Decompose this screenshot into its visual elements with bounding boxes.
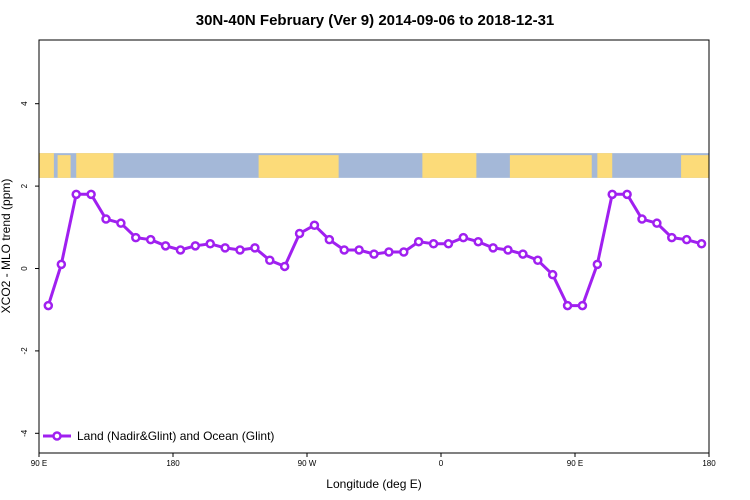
data-point	[592, 259, 603, 270]
data-point	[369, 249, 379, 259]
chart-title: 30N-40N February (Ver 9) 2014-09-06 to 2…	[196, 12, 555, 29]
data-point	[354, 245, 364, 255]
data-point	[265, 255, 275, 266]
x-tick-label: 180	[702, 459, 716, 468]
data-point	[309, 220, 320, 230]
data-point	[43, 300, 54, 311]
data-point	[652, 218, 662, 228]
data-point	[577, 300, 588, 311]
map-land	[258, 155, 339, 178]
data-point	[160, 241, 171, 251]
y-axis-label: XCO2 - MLO trend (ppm)	[0, 179, 13, 314]
x-tick-label: 90 E	[31, 459, 47, 468]
data-point	[681, 234, 692, 245]
data-point	[101, 214, 111, 224]
y-tick-label: -2	[20, 347, 29, 355]
data-point	[131, 232, 141, 243]
data-point	[622, 189, 632, 200]
plot-frame	[38, 39, 710, 454]
data-point	[384, 247, 394, 257]
data-point	[533, 255, 543, 266]
data-point	[56, 259, 67, 270]
y-tick-label: 0	[20, 266, 29, 271]
map-land	[76, 153, 114, 178]
data-point	[339, 245, 349, 255]
data-point	[190, 241, 201, 251]
data-point	[607, 189, 617, 200]
series-group	[43, 189, 707, 311]
x-tick-label: 180	[166, 459, 180, 468]
map-land	[57, 155, 71, 178]
data-point	[86, 189, 96, 200]
map-land	[422, 153, 477, 178]
data-point	[116, 218, 126, 228]
data-point	[294, 228, 305, 239]
data-point	[503, 245, 513, 255]
map-land	[681, 155, 709, 178]
x-axis: 90 E 180 90 W 0 90 E 180	[31, 453, 716, 468]
legend-label: Land (Nadir&Glint) and Ocean (Glint)	[77, 429, 274, 443]
data-point	[637, 214, 647, 224]
data-point	[428, 239, 439, 249]
x-tick-label: 0	[439, 459, 444, 468]
data-point	[399, 247, 409, 257]
map-strip	[39, 153, 709, 178]
data-point	[488, 243, 498, 253]
data-point	[547, 269, 558, 280]
x-axis-label: Longitude (deg E)	[326, 477, 421, 491]
data-point	[71, 189, 81, 200]
y-tick-label: -4	[20, 429, 29, 437]
y-axis: -4 -2 0 2 4	[20, 101, 39, 437]
map-land	[39, 153, 54, 178]
data-point	[667, 232, 677, 243]
data-point	[235, 245, 245, 255]
data-point	[279, 261, 290, 272]
data-point	[473, 236, 483, 247]
data-point	[413, 236, 424, 247]
map-land	[509, 155, 592, 178]
data-point	[518, 249, 528, 259]
x-tick-label: 90 W	[298, 459, 317, 468]
data-point	[205, 239, 215, 249]
data-point	[458, 232, 469, 243]
data-point	[220, 243, 230, 253]
data-point	[562, 300, 573, 311]
y-tick-label: 4	[20, 101, 29, 106]
data-point	[145, 234, 156, 245]
x-tick-label: 90 E	[567, 459, 583, 468]
map-land	[597, 153, 613, 178]
data-point	[324, 234, 335, 245]
y-tick-label: 2	[20, 183, 29, 188]
data-point	[696, 239, 707, 249]
legend: Land (Nadir&Glint) and Ocean (Glint)	[43, 429, 274, 443]
legend-marker-swatch	[52, 431, 62, 441]
data-point	[443, 239, 454, 249]
data-point	[250, 243, 260, 253]
data-point	[175, 245, 186, 255]
